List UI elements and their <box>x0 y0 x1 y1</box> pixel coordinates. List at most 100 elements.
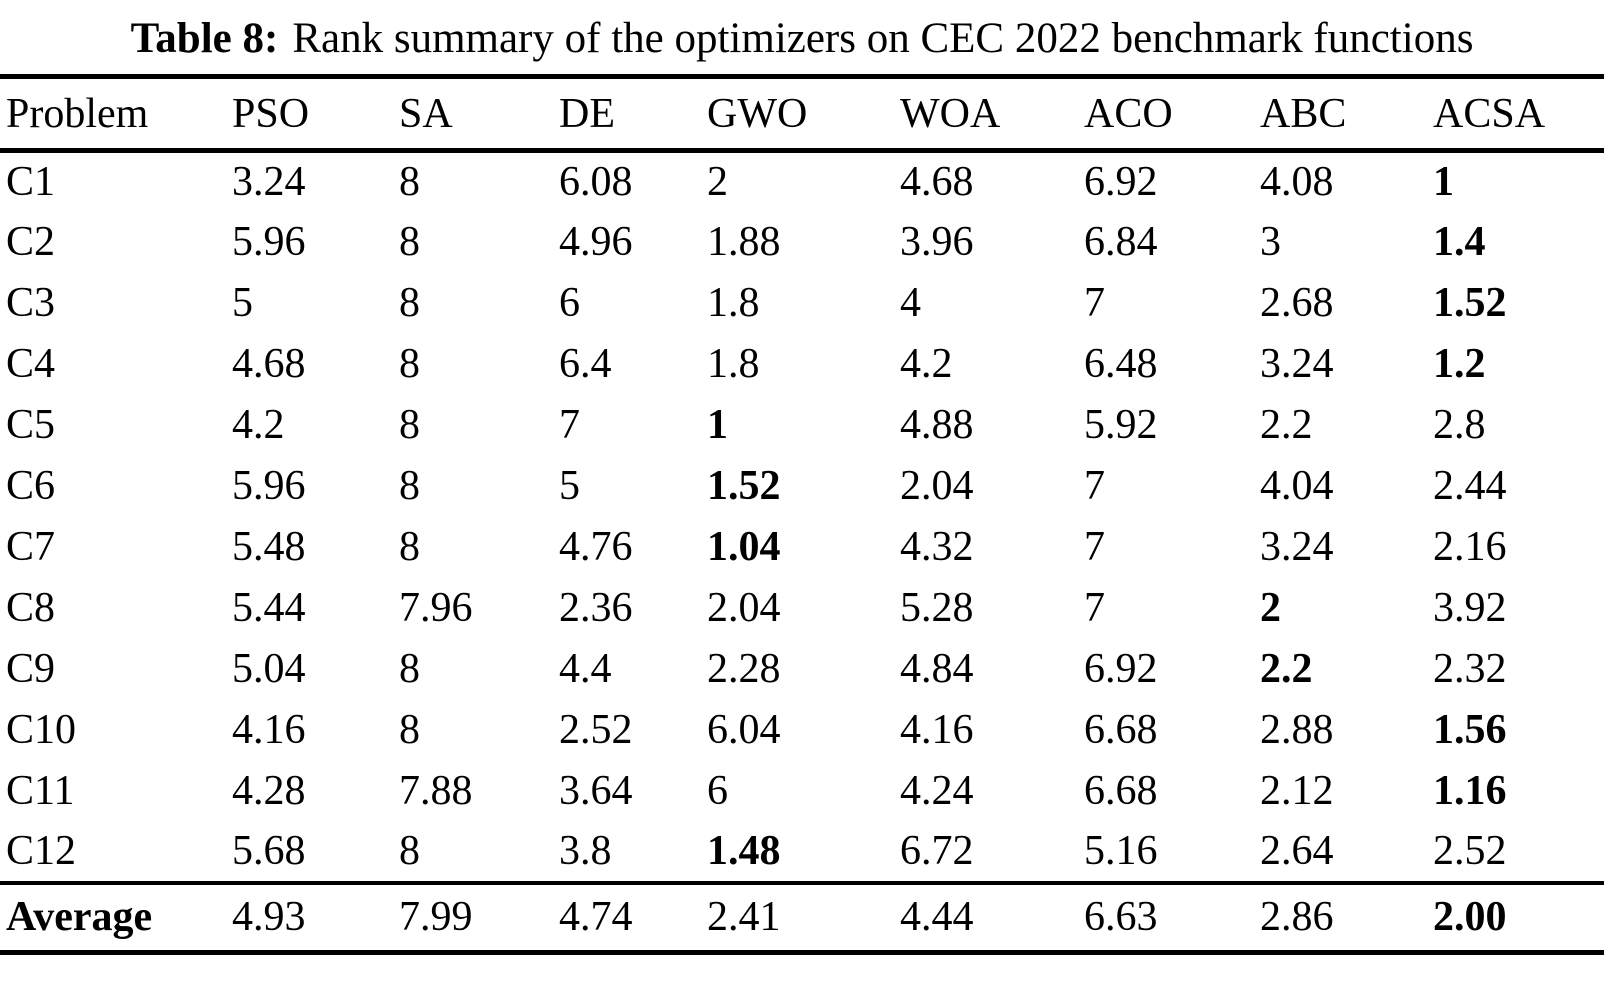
table-cell: 8 <box>399 219 420 265</box>
table-cell: 8 <box>399 707 420 753</box>
col-header-woa: WOA <box>900 90 1001 137</box>
table-cell: 1.04 <box>707 524 781 570</box>
table-cell: 5.44 <box>232 585 306 631</box>
col-header-pso: PSO <box>232 90 310 137</box>
table-cell: 2 <box>707 159 728 206</box>
table-cell: 4.16 <box>232 707 306 753</box>
row-header: C9 <box>6 646 56 692</box>
table-cell: 4.88 <box>900 402 974 448</box>
table-cell: 4.84 <box>900 646 974 692</box>
table-cell: 7 <box>1084 280 1105 326</box>
table-cell: 7.96 <box>399 585 473 631</box>
col-header-aco: ACO <box>1084 90 1173 137</box>
table-cell: 2.32 <box>1433 646 1507 692</box>
paper-table-figure: Table 8: Rank summary of the optimizers o… <box>0 0 1604 955</box>
table-cell: 4.74 <box>559 894 633 941</box>
table-cell: 6.68 <box>1084 768 1158 814</box>
table-cell: 3.92 <box>1433 585 1507 631</box>
table-cell: 5 <box>559 463 580 509</box>
table-cell: 5.04 <box>232 646 306 692</box>
table-cell: 4.76 <box>559 524 633 570</box>
table-cell: 5.28 <box>900 585 974 631</box>
table-cell: 3.96 <box>900 219 974 265</box>
col-header-de: DE <box>559 90 615 137</box>
table-cell: 2.8 <box>1433 402 1486 448</box>
table-cell: 6.72 <box>900 828 974 874</box>
table-cell: 2.64 <box>1260 828 1334 874</box>
table-cell: 6.68 <box>1084 707 1158 753</box>
table-cell: 4.2 <box>900 341 953 387</box>
table-cell: 7 <box>1084 585 1105 631</box>
table-cell: 4.28 <box>232 768 306 814</box>
average-row: Average 4.93 7.99 4.74 2.41 4.44 6.63 2.86 2.00 <box>0 882 1604 953</box>
table-cell: 7 <box>1084 524 1105 570</box>
table-cell: 4.93 <box>232 894 306 941</box>
table-cell: 4.68 <box>900 159 974 206</box>
col-header-acsa: ACSA <box>1433 90 1546 137</box>
table-caption: Table 8: Rank summary of the optimizers o… <box>0 0 1604 72</box>
table-cell: 2.44 <box>1433 463 1507 509</box>
table-cell: 1.8 <box>707 341 760 387</box>
table-cell: 6.4 <box>559 341 612 387</box>
col-header-gwo: GWO <box>707 90 808 137</box>
table-cell: 4.44 <box>900 894 974 941</box>
table-row: C3 5 8 6 1.8 4 7 2.68 1.52 <box>0 273 1604 334</box>
table-cell: 3.24 <box>232 159 306 206</box>
table-cell: 3 <box>1260 219 1281 265</box>
table-cell: 2.41 <box>707 894 781 941</box>
table-cell: 2.2 <box>1260 646 1313 692</box>
row-header: C5 <box>6 402 56 448</box>
table-row: C5 4.2 8 7 1 4.88 5.92 2.2 2.8 <box>0 395 1604 456</box>
table-cell: 4.24 <box>900 768 974 814</box>
table-cell: 2.88 <box>1260 707 1334 753</box>
table-cell: 6.04 <box>707 707 781 753</box>
table-cell: 2.16 <box>1433 524 1507 570</box>
table-cell: 1.52 <box>707 463 781 509</box>
row-header: C2 <box>6 219 56 265</box>
table-cell: 6.92 <box>1084 646 1158 692</box>
table-cell: 1 <box>1433 159 1454 206</box>
table-cell: 5.48 <box>232 524 306 570</box>
col-header-abc: ABC <box>1260 90 1347 137</box>
table-cell: 1.2 <box>1433 341 1486 387</box>
table-cell: 1.48 <box>707 828 781 874</box>
table-cell: 7.88 <box>399 768 473 814</box>
table-row: C10 4.16 8 2.52 6.04 4.16 6.68 2.88 1.56 <box>0 700 1604 761</box>
table-cell: 6.63 <box>1084 894 1158 941</box>
table-cell: 4.08 <box>1260 159 1334 206</box>
row-header: C11 <box>6 768 75 814</box>
table-cell: 8 <box>399 646 420 692</box>
table-cell: 5.68 <box>232 828 306 874</box>
table-cell: 4.2 <box>232 402 285 448</box>
header-row: Problem PSO SA DE GWO WOA ACO ABC ACSA <box>0 77 1604 151</box>
table-cell: 2.68 <box>1260 280 1334 326</box>
table-cell: 2.28 <box>707 646 781 692</box>
table-cell: 4.96 <box>559 219 633 265</box>
table-cell: 7 <box>1084 463 1105 509</box>
table-cell: 2.36 <box>559 585 633 631</box>
table-cell: 2.86 <box>1260 894 1334 941</box>
table-cell: 4.4 <box>559 646 612 692</box>
table-cell: 3.24 <box>1260 341 1334 387</box>
table-cell: 2.04 <box>707 585 781 631</box>
table-row: C7 5.48 8 4.76 1.04 4.32 7 3.24 2.16 <box>0 517 1604 578</box>
row-header: C1 <box>6 159 56 206</box>
table-cell: 6 <box>559 280 580 326</box>
table-row: C12 5.68 8 3.8 1.48 6.72 5.16 2.64 2.52 <box>0 822 1604 883</box>
table-cell: 5.96 <box>232 463 306 509</box>
table-caption-text: Rank summary of the optimizers on CEC 20… <box>292 15 1474 62</box>
table-cell: 4 <box>900 280 921 326</box>
table-cell: 5 <box>232 280 253 326</box>
table-cell: 5.96 <box>232 219 306 265</box>
table-cell: 1.52 <box>1433 280 1507 326</box>
col-header-problem: Problem <box>6 90 149 137</box>
table-cell: 2.2 <box>1260 402 1313 448</box>
table-cell: 1 <box>707 402 728 448</box>
table-cell: 2.52 <box>559 707 633 753</box>
table-row: C11 4.28 7.88 3.64 6 4.24 6.68 2.12 1.16 <box>0 761 1604 822</box>
col-header-sa: SA <box>399 90 453 137</box>
table-cell: 1.16 <box>1433 768 1507 814</box>
table-caption-label: Table 8: <box>130 15 279 62</box>
table-cell: 8 <box>399 159 420 206</box>
table-cell: 6.92 <box>1084 159 1158 206</box>
